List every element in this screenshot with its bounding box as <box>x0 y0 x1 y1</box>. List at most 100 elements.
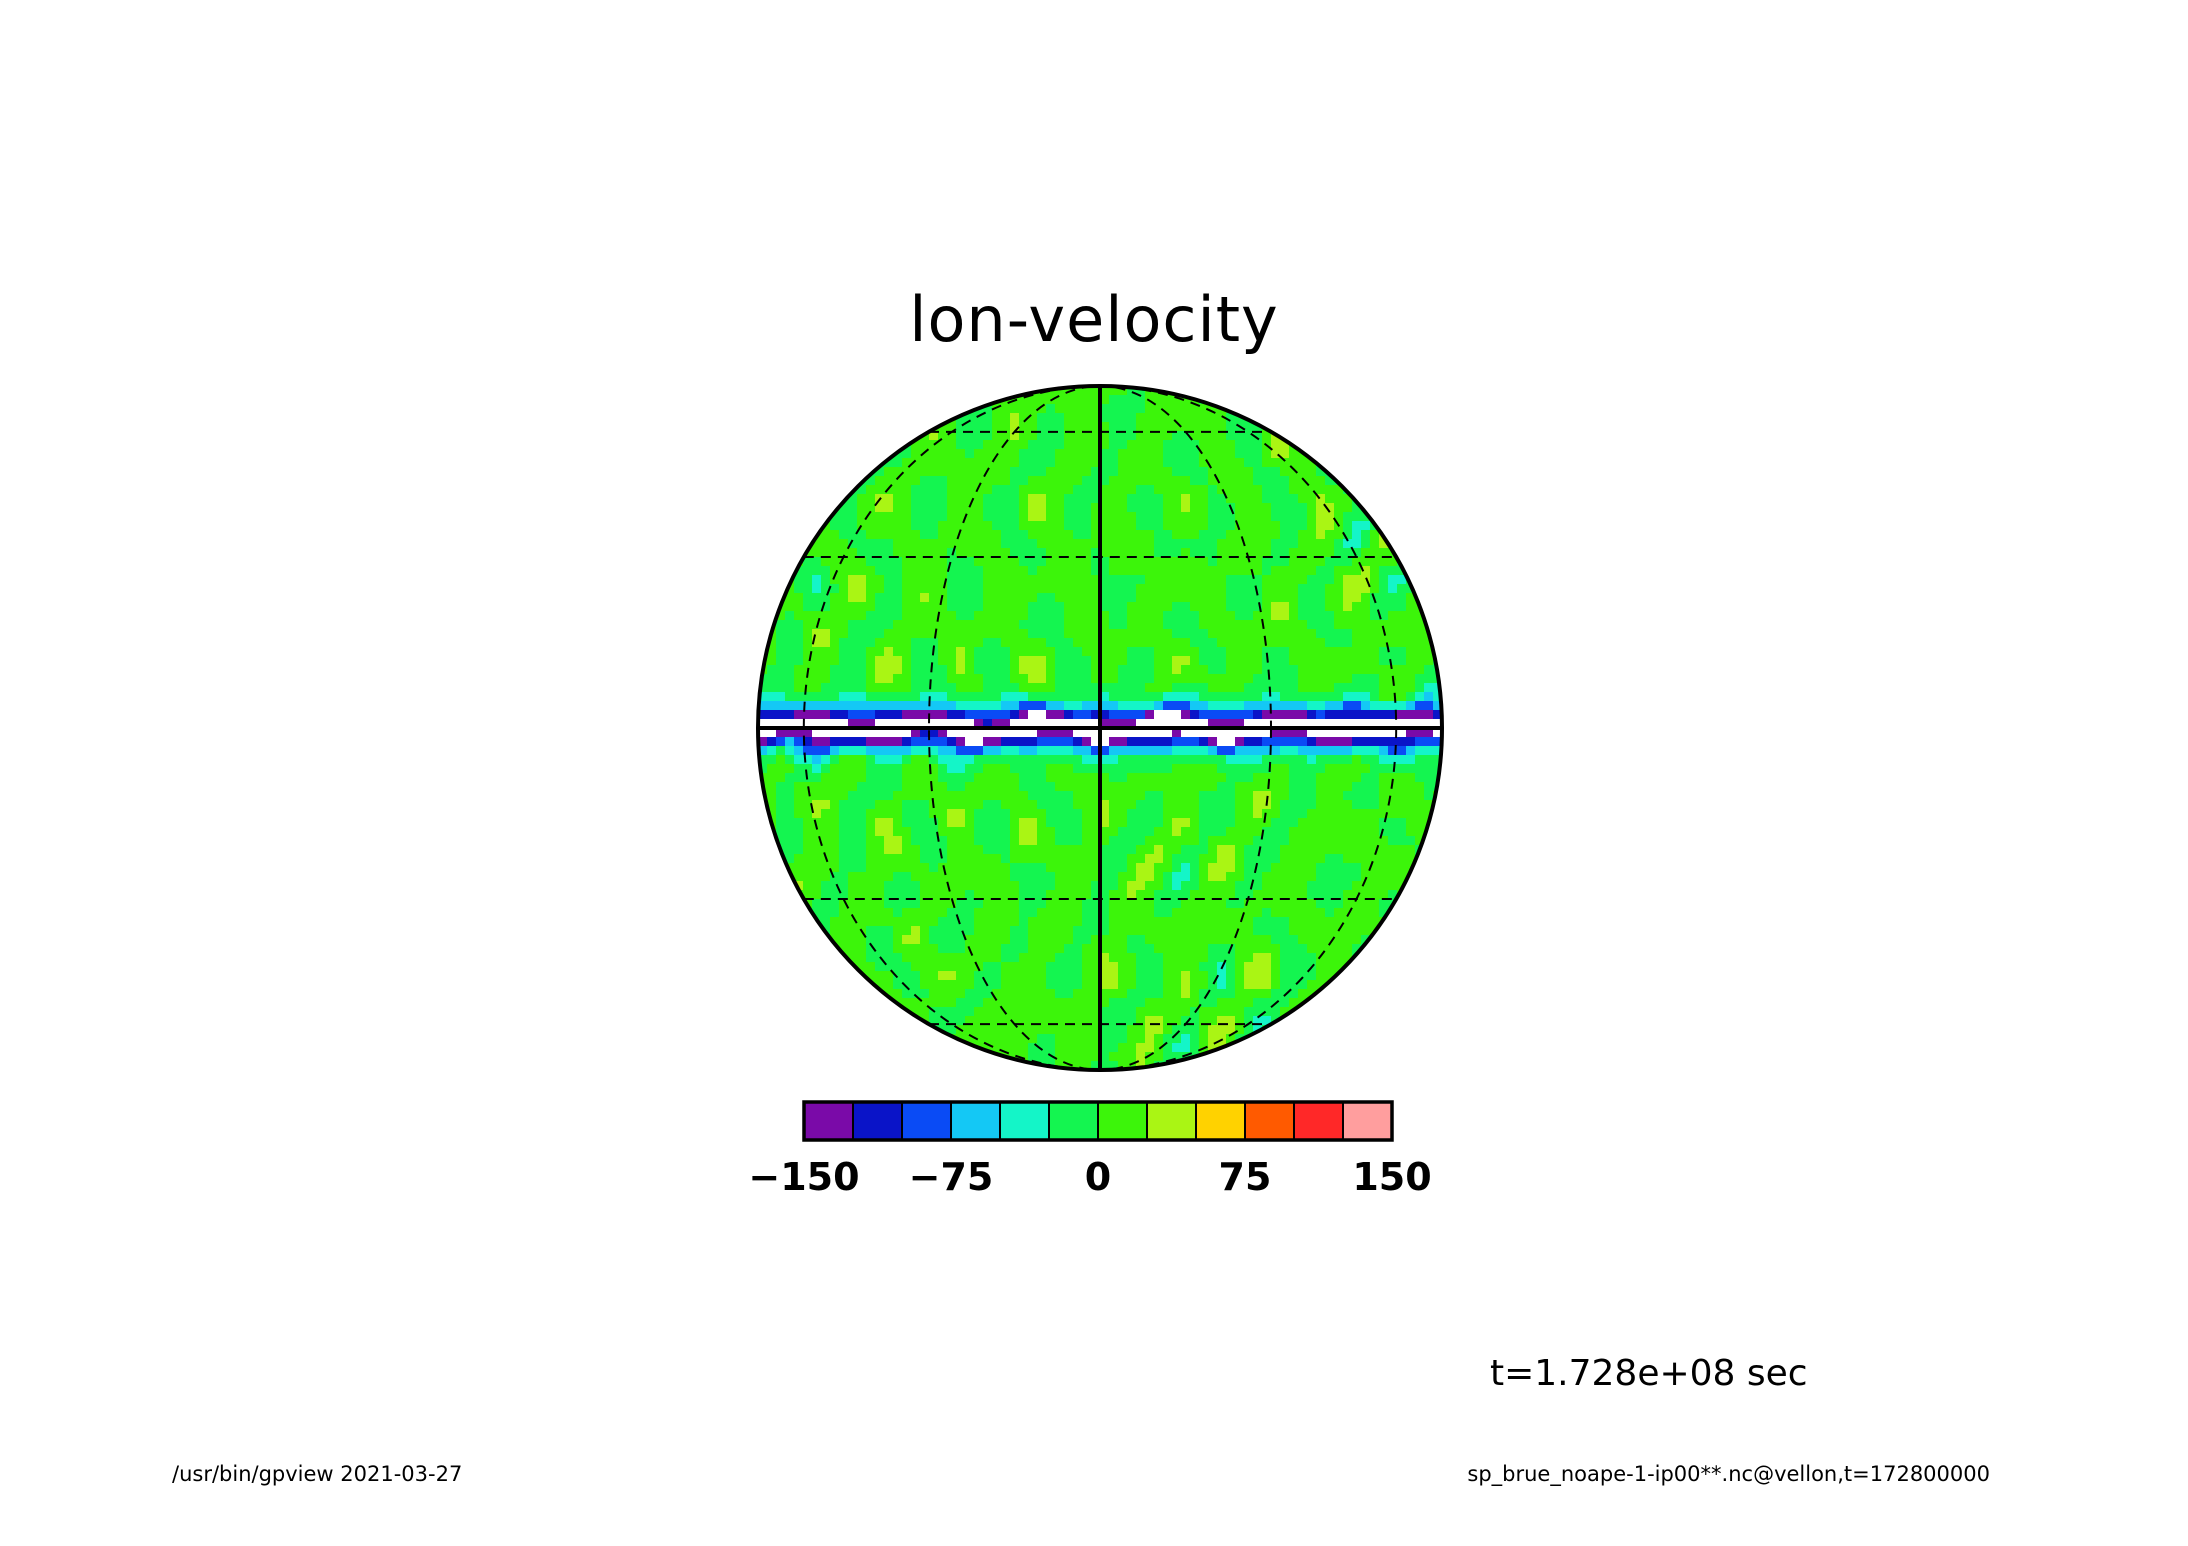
field-cell <box>1154 710 1164 720</box>
field-cell <box>1073 548 1083 558</box>
field-cell <box>1424 791 1434 801</box>
field-cell <box>974 710 984 720</box>
field-cell <box>1001 827 1011 837</box>
field-cell <box>1343 971 1353 981</box>
field-cell <box>785 683 795 693</box>
field-cell <box>1244 503 1254 513</box>
field-cell <box>893 989 903 999</box>
field-cell <box>1415 665 1425 675</box>
field-cell <box>1190 800 1200 810</box>
field-cell <box>1172 980 1182 990</box>
field-cell <box>1199 656 1209 666</box>
field-cell <box>1001 953 1011 963</box>
field-cell <box>1262 593 1272 603</box>
field-cell <box>1235 593 1245 603</box>
field-cell <box>794 746 804 756</box>
field-cell <box>1307 656 1317 666</box>
field-cell <box>1208 539 1218 549</box>
field-cell <box>956 719 966 729</box>
field-cell <box>920 539 930 549</box>
field-cell <box>965 890 975 900</box>
field-cell <box>875 566 885 576</box>
field-cell <box>929 989 939 999</box>
field-cell <box>1163 1052 1173 1062</box>
field-cell <box>1082 1043 1092 1053</box>
field-cell <box>1001 476 1011 486</box>
field-cell <box>947 782 957 792</box>
field-cell <box>1091 602 1101 612</box>
field-cell <box>992 836 1002 846</box>
field-cell <box>1028 431 1038 441</box>
field-cell <box>1037 926 1047 936</box>
field-cell <box>848 800 858 810</box>
field-cell <box>1307 827 1317 837</box>
field-cell <box>1316 629 1326 639</box>
field-cell <box>911 953 921 963</box>
field-cell <box>1370 557 1380 567</box>
field-cell <box>1361 548 1371 558</box>
field-cell <box>875 692 885 702</box>
field-cell <box>1010 962 1020 972</box>
field-cell <box>1181 710 1191 720</box>
field-cell <box>1307 818 1317 828</box>
field-cell <box>1226 719 1236 729</box>
field-cell <box>1343 629 1353 639</box>
field-cell <box>929 494 939 504</box>
field-cell <box>1397 674 1407 684</box>
field-cell <box>884 530 894 540</box>
field-cell <box>1082 962 1092 972</box>
field-cell <box>1136 665 1146 675</box>
field-cell <box>1064 764 1074 774</box>
field-cell <box>1334 962 1344 972</box>
field-cell <box>866 602 876 612</box>
field-cell <box>830 800 840 810</box>
field-cell <box>1298 683 1308 693</box>
field-cell <box>1010 854 1020 864</box>
field-cell <box>1046 872 1056 882</box>
field-cell <box>821 692 831 702</box>
field-cell <box>1091 656 1101 666</box>
field-cell <box>1064 710 1074 720</box>
field-cell <box>776 791 786 801</box>
field-cell <box>1433 683 1442 693</box>
field-cell <box>1253 548 1263 558</box>
field-cell <box>794 827 804 837</box>
field-cell <box>1037 485 1047 495</box>
field-cell <box>1190 809 1200 819</box>
field-cell <box>1091 953 1101 963</box>
field-cell <box>1001 575 1011 585</box>
field-cell <box>1370 890 1380 900</box>
field-cell <box>1235 539 1245 549</box>
field-cell <box>1064 845 1074 855</box>
field-cell <box>1136 935 1146 945</box>
field-cell <box>1406 836 1416 846</box>
field-cell <box>1325 521 1335 531</box>
field-cell <box>1397 638 1407 648</box>
field-cell <box>1217 836 1227 846</box>
field-cell <box>1361 728 1371 738</box>
field-cell <box>1001 620 1011 630</box>
field-cell <box>983 818 993 828</box>
field-cell <box>974 395 984 405</box>
field-cell <box>1145 566 1155 576</box>
field-cell <box>866 458 876 468</box>
field-cell <box>1055 620 1065 630</box>
field-cell <box>1280 818 1290 828</box>
field-cell <box>1100 989 1110 999</box>
field-cell <box>1037 701 1047 711</box>
field-cell <box>1352 620 1362 630</box>
field-cell <box>1190 701 1200 711</box>
field-cell <box>1226 836 1236 846</box>
field-cell <box>1046 935 1056 945</box>
field-cell <box>1145 746 1155 756</box>
field-cell <box>1091 899 1101 909</box>
field-cell <box>1271 809 1281 819</box>
field-cell <box>848 827 858 837</box>
field-cell <box>1145 971 1155 981</box>
field-cell <box>1262 962 1272 972</box>
field-cell <box>974 863 984 873</box>
field-cell <box>992 503 1002 513</box>
field-cell <box>1289 917 1299 927</box>
field-cell <box>1136 476 1146 486</box>
field-cell <box>1298 791 1308 801</box>
